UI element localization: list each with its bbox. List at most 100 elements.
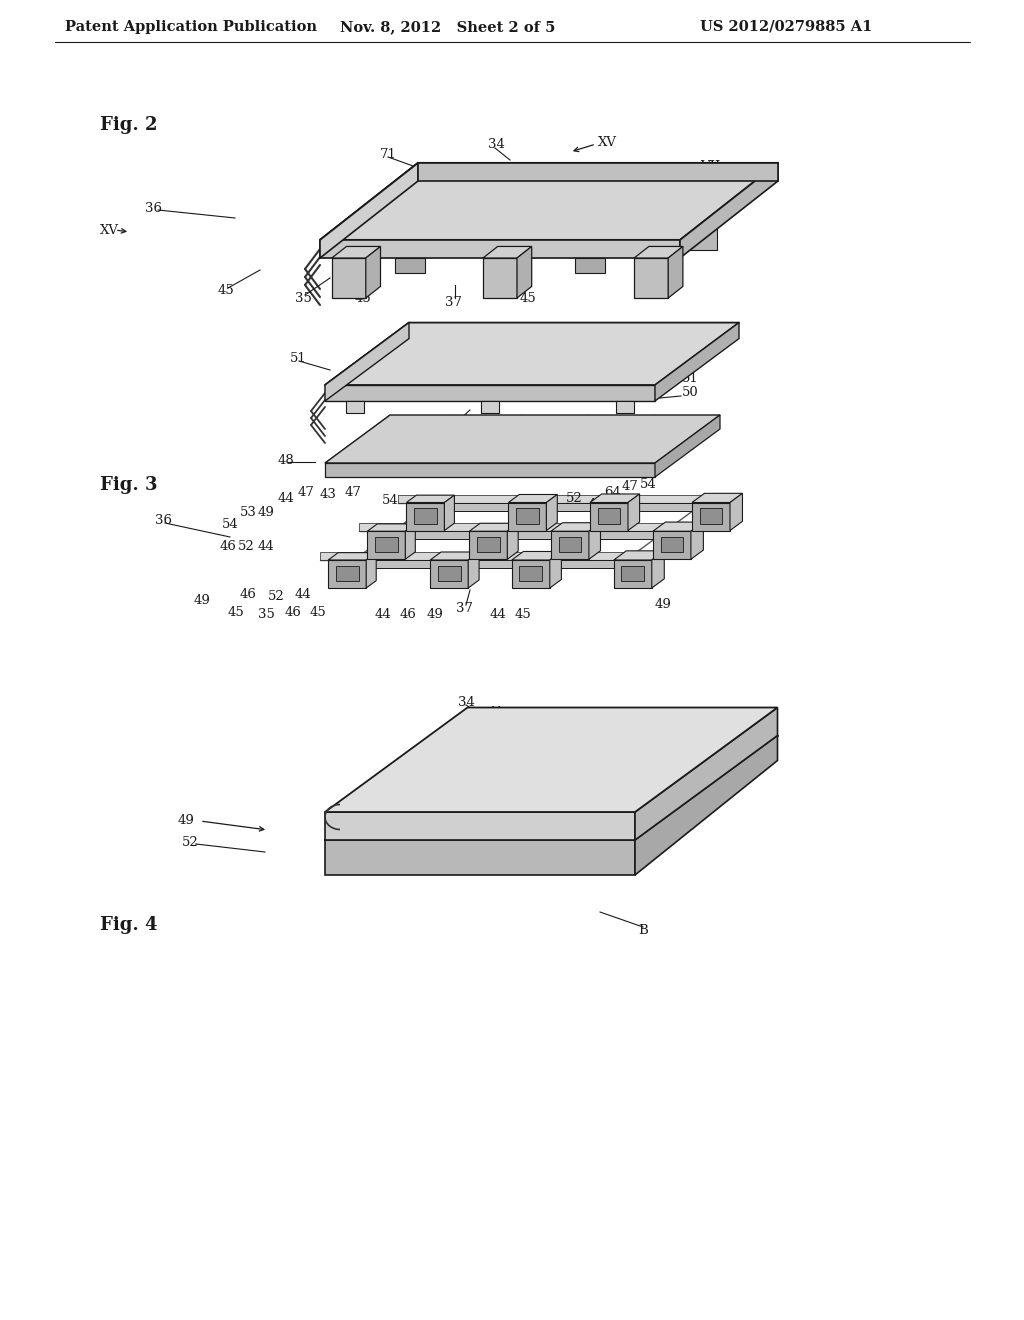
Polygon shape bbox=[395, 257, 425, 273]
Text: 45: 45 bbox=[520, 292, 537, 305]
Polygon shape bbox=[655, 322, 739, 401]
Text: 53: 53 bbox=[240, 506, 257, 519]
Polygon shape bbox=[699, 508, 722, 524]
Polygon shape bbox=[325, 322, 739, 385]
Text: 52: 52 bbox=[182, 836, 199, 849]
Polygon shape bbox=[511, 814, 608, 840]
Polygon shape bbox=[532, 210, 578, 219]
Polygon shape bbox=[375, 537, 397, 552]
Text: 43: 43 bbox=[319, 487, 337, 500]
Text: 44: 44 bbox=[278, 491, 295, 504]
Text: B: B bbox=[638, 924, 648, 936]
Polygon shape bbox=[655, 414, 720, 477]
Polygon shape bbox=[680, 162, 778, 257]
Text: 44: 44 bbox=[295, 587, 311, 601]
Polygon shape bbox=[516, 508, 539, 524]
Text: 46: 46 bbox=[240, 587, 257, 601]
Polygon shape bbox=[652, 550, 665, 587]
Polygon shape bbox=[469, 531, 507, 560]
Polygon shape bbox=[381, 219, 415, 249]
Polygon shape bbox=[613, 560, 652, 587]
Polygon shape bbox=[407, 495, 455, 503]
Polygon shape bbox=[616, 401, 634, 413]
Polygon shape bbox=[660, 537, 683, 552]
Text: 64: 64 bbox=[604, 486, 621, 499]
Text: 37: 37 bbox=[456, 602, 473, 615]
Polygon shape bbox=[398, 495, 738, 503]
Text: 51: 51 bbox=[682, 371, 698, 384]
Polygon shape bbox=[396, 762, 494, 788]
Text: Nov. 8, 2012   Sheet 2 of 5: Nov. 8, 2012 Sheet 2 of 5 bbox=[340, 20, 555, 34]
Text: Fig. 2: Fig. 2 bbox=[100, 116, 158, 135]
Text: VII: VII bbox=[700, 161, 720, 173]
Text: 44: 44 bbox=[258, 540, 274, 553]
Text: 71: 71 bbox=[380, 149, 397, 161]
Polygon shape bbox=[573, 814, 671, 840]
Polygon shape bbox=[550, 560, 613, 568]
Text: 49: 49 bbox=[427, 607, 443, 620]
Polygon shape bbox=[325, 708, 777, 812]
Text: 54: 54 bbox=[222, 519, 239, 532]
Polygon shape bbox=[381, 210, 427, 219]
Polygon shape bbox=[319, 162, 418, 257]
Polygon shape bbox=[368, 531, 406, 560]
Polygon shape bbox=[635, 708, 777, 840]
Text: 52: 52 bbox=[238, 540, 255, 553]
Polygon shape bbox=[644, 762, 741, 788]
Polygon shape bbox=[575, 257, 605, 273]
Polygon shape bbox=[468, 552, 479, 587]
Text: 56: 56 bbox=[505, 446, 522, 458]
Polygon shape bbox=[692, 494, 742, 503]
Polygon shape bbox=[519, 565, 542, 581]
Polygon shape bbox=[507, 523, 518, 560]
Polygon shape bbox=[469, 523, 518, 531]
Polygon shape bbox=[683, 219, 717, 249]
Text: 36: 36 bbox=[145, 202, 162, 214]
Polygon shape bbox=[444, 495, 455, 531]
Polygon shape bbox=[418, 162, 778, 181]
Polygon shape bbox=[680, 735, 777, 762]
Text: 41: 41 bbox=[488, 705, 505, 718]
Polygon shape bbox=[590, 503, 628, 531]
Polygon shape bbox=[622, 565, 644, 581]
Polygon shape bbox=[346, 401, 364, 413]
Polygon shape bbox=[494, 735, 592, 762]
Polygon shape bbox=[669, 247, 683, 298]
Text: 41: 41 bbox=[588, 499, 605, 511]
Text: 36: 36 bbox=[155, 513, 172, 527]
Text: 35: 35 bbox=[295, 292, 312, 305]
Polygon shape bbox=[508, 503, 547, 531]
Polygon shape bbox=[551, 523, 600, 531]
Polygon shape bbox=[336, 565, 358, 581]
Polygon shape bbox=[628, 503, 692, 511]
Polygon shape bbox=[692, 503, 730, 531]
Text: XV: XV bbox=[100, 223, 119, 236]
Text: 44: 44 bbox=[490, 607, 507, 620]
Text: 44: 44 bbox=[375, 607, 392, 620]
Polygon shape bbox=[608, 788, 707, 814]
Polygon shape bbox=[617, 735, 716, 762]
Polygon shape bbox=[360, 788, 459, 814]
Polygon shape bbox=[691, 523, 703, 560]
Polygon shape bbox=[613, 550, 665, 560]
Polygon shape bbox=[319, 162, 778, 240]
Text: 51: 51 bbox=[450, 417, 467, 429]
Polygon shape bbox=[508, 495, 557, 503]
Text: 50: 50 bbox=[682, 387, 698, 400]
Text: 49: 49 bbox=[660, 824, 677, 837]
Polygon shape bbox=[407, 503, 444, 531]
Polygon shape bbox=[481, 401, 499, 413]
Polygon shape bbox=[367, 553, 376, 587]
Text: 42: 42 bbox=[573, 447, 590, 461]
Polygon shape bbox=[547, 495, 557, 531]
Text: 47: 47 bbox=[298, 486, 314, 499]
Polygon shape bbox=[551, 531, 589, 560]
Text: 45: 45 bbox=[310, 606, 327, 619]
Polygon shape bbox=[556, 735, 653, 762]
Polygon shape bbox=[325, 735, 777, 840]
Polygon shape bbox=[444, 503, 508, 511]
Polygon shape bbox=[325, 385, 655, 401]
Polygon shape bbox=[483, 247, 531, 257]
Polygon shape bbox=[459, 762, 556, 788]
Text: L₂: L₂ bbox=[633, 766, 647, 779]
